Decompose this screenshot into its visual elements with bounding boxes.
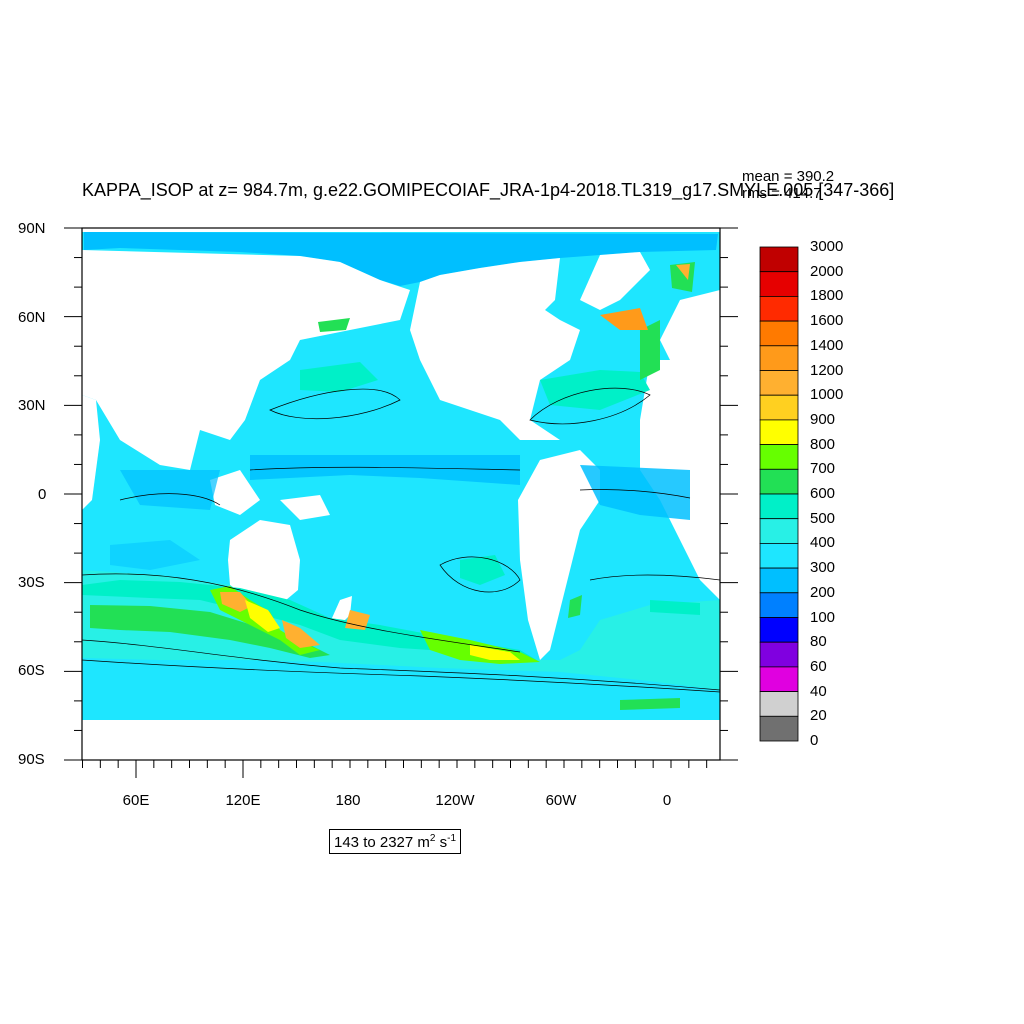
north-america: [410, 258, 580, 440]
colorbar-level-label: 80: [810, 633, 827, 651]
colorbar-swatch: [759, 592, 799, 618]
colorbar-swatch: [759, 691, 799, 717]
eurasia: [82, 250, 410, 470]
colorbar-level-label: 3000: [810, 238, 844, 255]
colorbar-level-label: 40: [810, 682, 827, 700]
mean-value: mean = 390.2: [742, 168, 835, 185]
colorbar-level-label: 100: [810, 608, 836, 626]
colorbar-swatch: [759, 715, 799, 742]
colorbar-level-label: 1200: [810, 361, 844, 379]
lat-label-30n: 30N: [18, 397, 46, 414]
lat-label-60n: 60N: [18, 309, 46, 326]
stats-readout: mean = 390.2 rms = 414.7: [742, 168, 834, 202]
lat-label-90s: 90S: [18, 751, 45, 768]
colorbar-swatch: [759, 468, 799, 495]
lon-label-120e: 120E: [225, 792, 261, 809]
australia: [228, 520, 300, 605]
colorbar-level-label: 200: [810, 583, 836, 601]
colorbar-swatch: [759, 543, 799, 569]
range-exp2: -1: [447, 833, 457, 844]
lat-label-90n: 90N: [18, 220, 46, 237]
colorbar-swatch: [759, 493, 799, 520]
colorbar-level-label: 600: [810, 485, 836, 502]
lon-label-60w: 60W: [545, 792, 577, 809]
lat-label-60s: 60S: [18, 662, 45, 679]
colorbar-level-label: 2000: [810, 262, 844, 280]
colorbar-swatch: [759, 370, 799, 396]
lon-label-120w: 120W: [435, 792, 475, 809]
colorbar-swatch: [759, 641, 799, 668]
acc-high-band: [90, 605, 330, 658]
rms-value: rms = 414.7: [742, 185, 822, 202]
colorbar-level-label: 0: [810, 732, 819, 749]
lat-label-0: 0: [38, 486, 47, 503]
colorbar-swatch: [759, 419, 799, 445]
colorbar-swatch: [759, 617, 799, 643]
colorbar-swatch: [759, 246, 799, 273]
greenland: [580, 252, 650, 310]
range-mid: s: [435, 834, 448, 851]
colorbar-level-label: 1600: [810, 312, 844, 330]
axis-ticks: [64, 227, 738, 778]
colorbar-level-label: 900: [810, 410, 836, 428]
chart-title: KAPPA_ISOP at z= 984.7m, g.e22.GOMIPECOI…: [82, 180, 895, 200]
antarctica: [82, 718, 720, 760]
colorbar-level-label: 400: [810, 534, 836, 552]
colorbar-level-label: 700: [810, 460, 836, 478]
lon-label-180: 180: [335, 792, 361, 809]
colorbar-swatch: [759, 271, 799, 297]
colorbar-swatch: [759, 567, 799, 594]
range-box: 143 to 2327 m2 s-1: [329, 829, 462, 854]
colorbar-swatch: [759, 295, 799, 322]
range-text: 143 to 2327 m: [334, 834, 430, 851]
colorbar-level-label: 20: [810, 707, 827, 725]
colorbar-level-label: 500: [810, 509, 836, 527]
lon-label-60e: 60E: [122, 792, 150, 809]
colorbar-swatch: [759, 320, 799, 347]
colorbar-swatch: [759, 518, 799, 544]
colorbar-swatch: [759, 345, 799, 371]
colorbar-level-label: 1400: [810, 336, 844, 354]
arctic-ocean: [84, 232, 718, 286]
colorbar: [759, 246, 799, 742]
ocean-field: [82, 228, 720, 760]
south-america: [518, 450, 600, 660]
colorbar-level-label: 1800: [810, 287, 844, 305]
colorbar-swatch: [759, 394, 799, 421]
colorbar-swatch: [759, 444, 799, 470]
colorbar-swatch: [759, 666, 799, 693]
range-exp1: 2: [429, 833, 436, 844]
colorbar-level-label: 1000: [810, 386, 844, 404]
lat-label-30s: 30S: [18, 574, 45, 591]
lon-label-0: 0: [662, 792, 672, 809]
colorbar-level-label: 300: [810, 559, 836, 577]
colorbar-level-label: 800: [810, 435, 836, 453]
colorbar-level-label: 60: [810, 657, 827, 675]
